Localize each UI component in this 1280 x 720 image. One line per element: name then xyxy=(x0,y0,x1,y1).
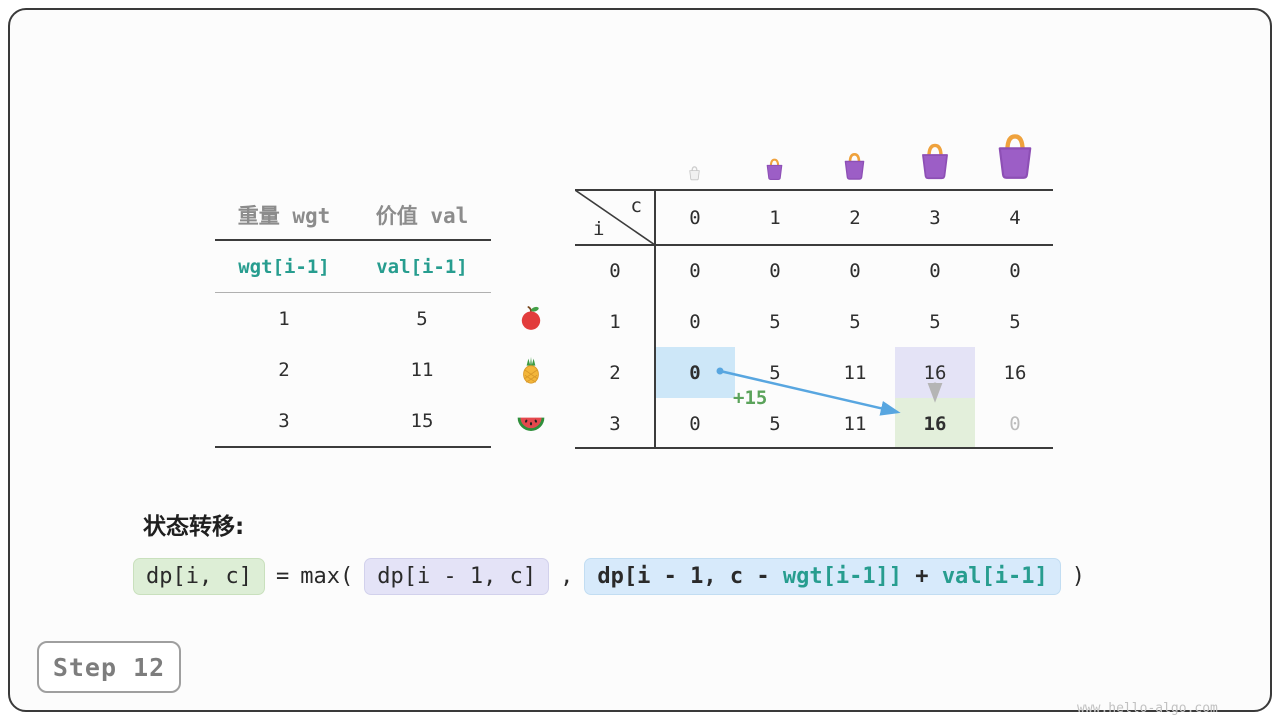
dp-row-header: 3 xyxy=(609,412,621,435)
formula-close-paren: ) xyxy=(1071,564,1086,589)
dp-cell: 16 xyxy=(1003,361,1027,384)
dp-cell: 0 xyxy=(769,259,781,282)
dp-row-variable: i xyxy=(593,218,605,240)
step-indicator: Step 12 xyxy=(37,641,181,693)
dp-cell: 0 xyxy=(689,310,701,333)
item-table: 重量 wgt 价值 val wgt[i-1] val[i-1] 1 5 2 11… xyxy=(215,190,491,446)
apple-icon xyxy=(517,304,545,332)
transition-value-annotation: +15 xyxy=(733,387,768,409)
dp-cell: 0 xyxy=(689,412,701,435)
watermelon-icon xyxy=(517,408,545,436)
item-table-header-value: 价值 val xyxy=(375,204,469,228)
item-table-header-rule xyxy=(215,239,491,241)
state-transition-formula: dp[i, c] = max( dp[i - 1, c] , dp[i - 1,… xyxy=(133,558,1085,595)
dp-table: c i 0 1 2 3 4 0 0 0 0 0 0 1 0 5 5 5 5 2 … xyxy=(575,190,1055,449)
dp-cell: 5 xyxy=(849,310,861,333)
dp-table-bottom-rule xyxy=(575,447,1053,449)
formula-comma: , xyxy=(560,564,574,589)
dp-cell: 0 xyxy=(689,259,701,282)
dp-row-header: 1 xyxy=(609,310,621,333)
formula-lhs-chip: dp[i, c] xyxy=(133,558,265,595)
pineapple-icon xyxy=(517,356,545,384)
dp-row-header: 2 xyxy=(609,361,621,384)
dp-cell-result-highlight: 16 xyxy=(895,398,975,449)
item-table-cell: 3 xyxy=(278,409,290,432)
formula-arg2-wgt: wgt[i-1]] xyxy=(782,564,903,589)
dp-col-header: 0 xyxy=(689,206,701,229)
dp-cell-compare-highlight: 16 xyxy=(895,347,975,398)
dp-cell: 11 xyxy=(843,361,867,384)
item-table-cell: 11 xyxy=(410,358,434,381)
step-indicator-label: Step 12 xyxy=(52,652,166,682)
dp-cell-pending: 0 xyxy=(1009,412,1021,435)
formula-equals: = xyxy=(275,564,290,589)
dp-cell: 5 xyxy=(769,310,781,333)
dp-cell: 5 xyxy=(769,412,781,435)
item-table-var-wgt: wgt[i-1] xyxy=(238,255,330,278)
formula-max-open: max( xyxy=(300,564,354,589)
dp-table-header-rule xyxy=(575,244,1053,246)
dp-col-variable: c xyxy=(630,195,642,217)
dp-cell: 0 xyxy=(929,259,941,282)
item-table-bottom-rule xyxy=(215,446,491,448)
dp-cell: 11 xyxy=(843,412,867,435)
bag-capacity-0-icon xyxy=(687,165,702,181)
corner-diagonal-line xyxy=(575,190,655,245)
formula-arg2-prefix: dp[i - 1, c - xyxy=(597,564,783,589)
item-table-cell: 15 xyxy=(410,409,434,432)
dp-table-top-rule xyxy=(575,189,1053,191)
item-table-header-weight: 重量 wgt xyxy=(237,204,331,228)
dp-cell: 0 xyxy=(1009,259,1021,282)
item-table-cell: 1 xyxy=(278,307,290,330)
formula-arg2-val: val[i-1] xyxy=(941,564,1048,589)
dp-col-header: 4 xyxy=(1009,206,1021,229)
dp-cell: 5 xyxy=(929,310,941,333)
bag-capacity-4-icon xyxy=(991,131,1039,181)
formula-arg1-chip: dp[i - 1, c] xyxy=(364,558,550,595)
item-table-cell: 2 xyxy=(278,358,290,381)
item-table-var-rule xyxy=(215,292,491,293)
dp-cell-source-highlight: 0 xyxy=(655,347,735,398)
dp-col-header: 3 xyxy=(929,206,941,229)
bag-capacity-3-icon xyxy=(916,141,954,181)
dp-table-vertical-rule xyxy=(654,189,656,449)
dp-col-header: 1 xyxy=(769,206,781,229)
formula-arg2-plus: + xyxy=(902,564,942,589)
bag-capacity-2-icon xyxy=(840,151,869,181)
dp-cell: 0 xyxy=(849,259,861,282)
item-table-var-val: val[i-1] xyxy=(376,255,468,278)
formula-arg2-chip: dp[i - 1, c - wgt[i-1]] + val[i-1] xyxy=(584,558,1061,595)
dp-cell: 5 xyxy=(1009,310,1021,333)
site-watermark: www.hello-algo.com xyxy=(1077,701,1218,716)
dp-corner-cell: c i xyxy=(575,190,655,245)
bag-capacity-1-icon xyxy=(763,157,786,181)
dp-row-header: 0 xyxy=(609,259,621,282)
state-transition-label: 状态转移: xyxy=(143,514,245,540)
dp-col-header: 2 xyxy=(849,206,861,229)
item-table-cell: 5 xyxy=(416,307,428,330)
